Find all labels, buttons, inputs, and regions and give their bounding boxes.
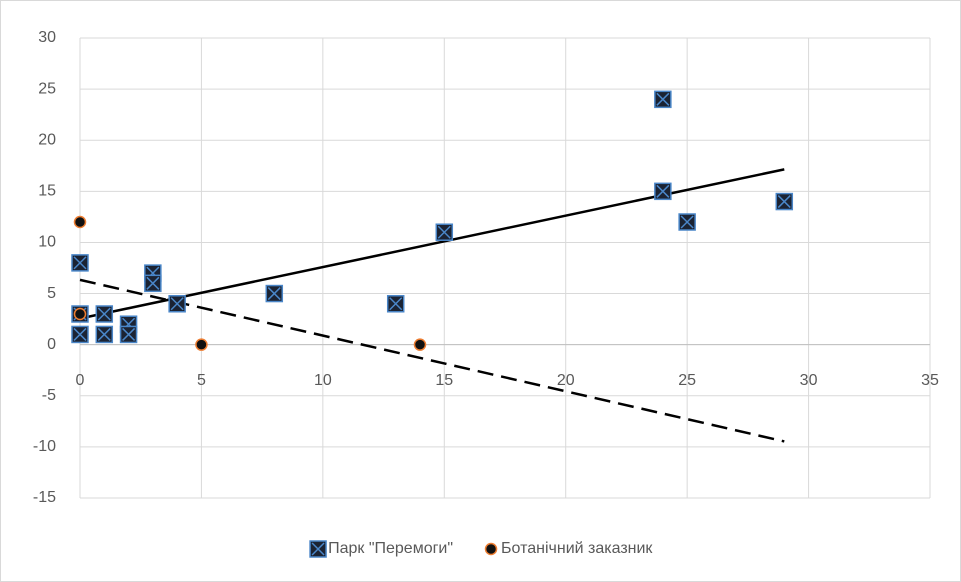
x-tick-label: 30 — [800, 372, 818, 389]
marker — [144, 274, 162, 293]
y-tick-label: 20 — [38, 131, 56, 148]
marker-cross — [437, 225, 451, 239]
marker — [195, 338, 208, 351]
marker — [73, 307, 87, 321]
y-tick-label: -10 — [33, 438, 56, 455]
marker — [654, 90, 672, 109]
marker — [309, 540, 327, 558]
x-tick-label: 25 — [678, 372, 696, 389]
marker-cross — [97, 307, 111, 321]
marker — [95, 305, 114, 323]
marker-cross — [73, 256, 87, 270]
y-tick-label: -5 — [42, 387, 56, 404]
x-tick-label: 10 — [314, 372, 332, 389]
y-tick-label: 25 — [38, 80, 56, 97]
marker-cross — [656, 92, 670, 106]
marker — [484, 542, 498, 556]
marker-cross — [267, 287, 281, 301]
y-tick-label: 30 — [38, 29, 56, 46]
marker — [73, 215, 87, 229]
marker — [71, 325, 89, 344]
marker — [95, 325, 114, 344]
marker-cross — [777, 195, 791, 209]
x-tick-label: 35 — [921, 372, 939, 389]
y-tick-label: 15 — [38, 183, 56, 200]
marker-cross — [311, 542, 325, 556]
legend-item: Парк "Перемоги" — [309, 540, 453, 558]
x-tick-label: 15 — [435, 372, 453, 389]
marker — [678, 213, 696, 231]
legend-label: Парк "Перемоги" — [328, 540, 453, 557]
marker-cross — [680, 215, 694, 229]
y-tick-label: 0 — [47, 336, 56, 353]
marker — [654, 182, 672, 201]
marker — [71, 254, 89, 272]
marker-cross — [170, 297, 184, 311]
marker — [775, 192, 794, 211]
marker — [435, 223, 454, 241]
marker — [265, 284, 284, 303]
marker-cross — [97, 327, 111, 341]
marker — [119, 325, 138, 344]
x-tick-label: 5 — [197, 372, 206, 389]
trendline — [79, 278, 785, 443]
y-tick-label: 10 — [38, 234, 56, 251]
x-tick-label: 20 — [557, 372, 575, 389]
marker — [386, 295, 405, 313]
legend-label: Ботанічний заказник — [501, 540, 653, 557]
y-tick-label: 5 — [47, 285, 56, 302]
marker-cross — [146, 276, 160, 290]
marker-cross — [656, 184, 670, 198]
legend-item: Ботанічний заказник — [484, 540, 653, 557]
marker — [168, 295, 186, 313]
marker-cross — [389, 297, 403, 311]
marker-cross — [73, 327, 87, 341]
y-tick-label: -15 — [33, 489, 56, 506]
marker-cross — [122, 327, 136, 341]
x-tick-label: 0 — [76, 372, 85, 389]
marker — [413, 338, 427, 351]
